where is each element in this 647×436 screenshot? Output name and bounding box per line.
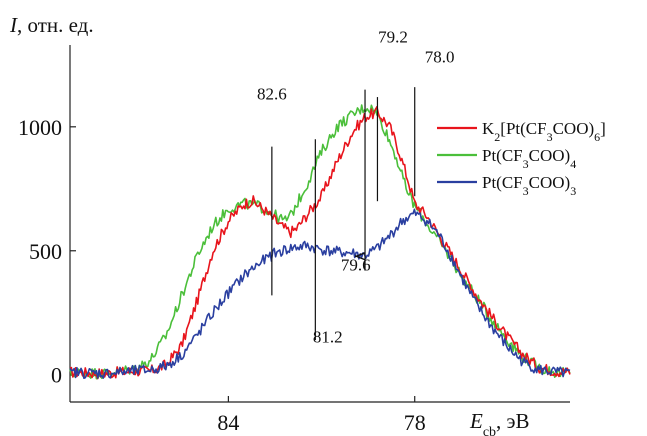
axes bbox=[69, 45, 570, 403]
legend-entry-2: Pt(CF3COO)3 bbox=[482, 173, 576, 198]
y-tick-label: 0 bbox=[51, 363, 62, 388]
legend-entry-1: Pt(CF3COO)4 bbox=[482, 146, 576, 171]
peak-label-79.2: 79.2 bbox=[378, 28, 408, 47]
x-tick-label: 78 bbox=[404, 410, 426, 435]
series-line-2 bbox=[69, 208, 571, 379]
y-tick-label: 1000 bbox=[18, 115, 62, 140]
peak-label-78.0: 78.0 bbox=[425, 47, 455, 66]
legend: K2[Pt(CF3COO)6]Pt(CF3COO)4Pt(CF3COO)3 bbox=[437, 119, 606, 198]
x-tick-label: 84 bbox=[217, 410, 239, 435]
y-ticks: 0 500 1000 bbox=[18, 115, 76, 388]
x-axis-title: Ecb, эВ bbox=[469, 409, 530, 436]
annotation-layer: 82.6 81.2 79.6 79.2 78.0 bbox=[257, 28, 454, 347]
arrow-icon bbox=[354, 252, 366, 261]
peak-label-79.6: 79.6 bbox=[341, 256, 371, 275]
y-axis-title: I, отн. ед. bbox=[9, 13, 94, 37]
series-layer bbox=[69, 104, 571, 380]
series-line-1 bbox=[69, 104, 571, 380]
x-ticks: 84 78 bbox=[217, 396, 426, 435]
y-tick-label: 500 bbox=[29, 239, 62, 264]
peak-label-82.6: 82.6 bbox=[257, 85, 287, 104]
legend-entry-0: K2[Pt(CF3COO)6] bbox=[482, 119, 606, 144]
peak-label-81.2: 81.2 bbox=[313, 328, 343, 347]
series-line-0 bbox=[69, 106, 571, 380]
